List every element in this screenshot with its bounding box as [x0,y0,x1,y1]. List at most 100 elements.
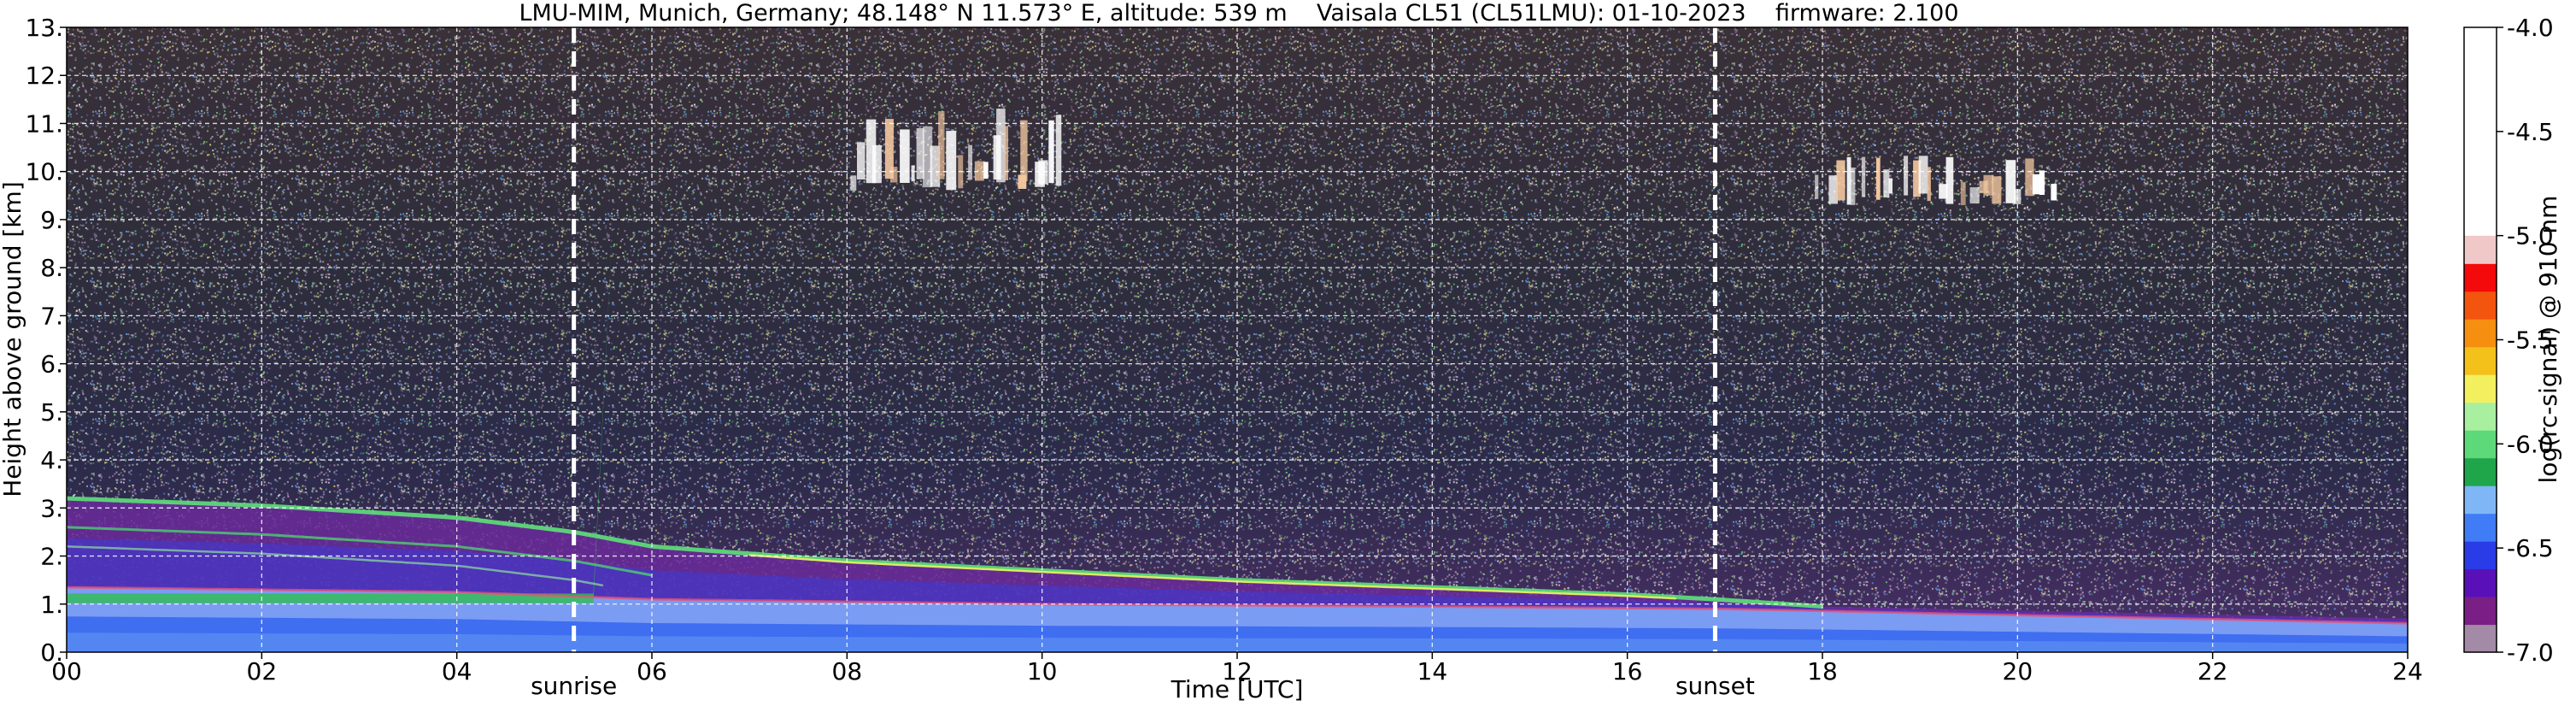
residual-layer-inner [67,538,2408,624]
cirrus-streak [872,144,882,184]
chart-title: LMU-MIM, Munich, Germany; 48.148° N 11.5… [519,0,1958,26]
cirrus-streak [968,144,972,180]
cirrus-streak [911,165,915,182]
colorbar-segment [2464,485,2497,515]
cirrus-streak [1904,156,1909,196]
y-axis: 0. 1. 2. 3. 4. 5. 6. 7. 8. 9. 10. 11. 12. 13. [25,14,67,667]
cirrus-streak [983,162,989,179]
marker-label-sunset: sunset [1675,672,1755,700]
cirrus-streak [1828,175,1838,204]
cirrus-streak [974,161,984,181]
sun-marker-labels: sunrise sunset [531,672,1755,700]
x-tick-label: 12 [1222,657,1253,685]
colorbar-segment [2464,541,2497,570]
cirrus-streak [1836,160,1845,201]
x-axis: 00 02 04 06 08 10 12 14 16 18 20 22 24 [51,652,2423,685]
cirrus-streak [2005,160,2016,203]
colorbar: -7.0 -6.5 -6.0 -5.5 -5.0 -4.5 -4.0 [2463,14,2554,667]
x-tick-label: 02 [247,657,278,685]
colorbar-segment-top [2464,27,2497,236]
colorbar-segment [2464,346,2497,375]
colorbar-tick-label: -4.5 [2507,118,2554,146]
colorbar-tick-label: -4.0 [2507,14,2554,42]
cirrus-streak [1038,160,1048,185]
x-tick-label: 04 [442,657,472,685]
colorbar-segment [2464,568,2497,597]
colorbar-segment [2464,513,2497,542]
cirrus-streak [1945,156,1954,204]
x-tick-label: 00 [51,657,82,685]
colorbar-tick-label: -5.5 [2507,327,2554,355]
colorbar-tick-label: -5.0 [2507,222,2554,250]
cirrus-streak [1815,174,1819,199]
x-tick-label: 16 [1612,657,1643,685]
marker-label-sunrise: sunrise [531,672,617,700]
y-tick-label: 6. [40,350,63,379]
y-tick-label: 5. [40,398,63,427]
x-tick-label: 24 [2392,657,2423,685]
y-tick-label: 4. [40,446,63,474]
y-tick-label: 11. [25,109,63,138]
cirrus-streak [938,111,945,179]
colorbar-segment [2464,291,2497,320]
y-tick-label: 8. [40,254,63,282]
colorbar-tick-label: -7.0 [2507,638,2554,667]
x-tick-label: 18 [1807,657,1838,685]
cirrus-streak [1861,156,1866,197]
cirrus-streak [1939,184,1948,199]
cirrus-streak [1004,126,1008,180]
y-tick-label: 13. [25,14,63,42]
colorbar-segment [2464,374,2497,403]
cirrus-streak [1927,167,1931,202]
cirrus-streak [1983,174,1994,196]
cirrus-streak [850,175,857,191]
upper-layer-line-1 [67,526,653,577]
grid-lines [67,27,2408,652]
x-tick-label: 22 [2198,657,2228,685]
colorbar-segment [2464,319,2497,348]
cirrus-streak [1846,156,1851,205]
cirrus-streak [1851,168,1856,205]
upper-layer-line-2 [67,545,604,587]
cirrus-streak [916,128,924,179]
cirrus-streak [1875,157,1881,200]
cirrus-streak [2025,158,2034,197]
cirrus-streak [1918,156,1928,194]
cirrus-streak [857,142,866,179]
y-tick-label: 3. [40,494,63,522]
y-axis-label: Height above ground [km] [0,181,26,497]
cirrus-cloud [1815,156,2057,205]
y-tick-label: 1. [40,591,63,619]
y-tick-label: 7. [40,302,63,330]
cirrus-streak [1020,120,1028,181]
y-tick-label: 9. [40,206,63,234]
colorbar-tick-label: -6.0 [2507,430,2554,458]
colorbar-segment [2464,263,2497,292]
colorbar-segment [2464,624,2497,653]
colorbar-tick-label: -6.5 [2507,534,2554,562]
cirrus-streak [1018,174,1027,189]
x-tick-label: 08 [832,657,863,685]
x-tick-label: 10 [1027,657,1058,685]
cirrus-streak [1960,182,1966,205]
y-tick-label: 2. [40,543,63,571]
cirrus-streak [866,119,877,184]
cirrus-streak [1969,187,1980,204]
x-tick-label: 06 [637,657,667,685]
y-tick-label: 0. [40,638,63,667]
y-tick-label: 12. [25,62,63,90]
sun-markers [572,27,1717,652]
colorbar-segment [2464,402,2497,431]
residual-layer-top-line [67,496,1823,609]
x-tick-label: 20 [2003,657,2033,685]
cirrus-streak [884,119,894,179]
cirrus-streak [922,126,933,188]
cirrus-streak [996,109,1006,183]
colorbar-segment [2464,457,2497,486]
cirrus-streak [1992,176,2002,204]
colorbar-segment [2464,430,2497,459]
y-tick-label: 10. [25,158,63,186]
cirrus-streak [900,129,910,183]
x-tick-label: 14 [1417,657,1448,685]
